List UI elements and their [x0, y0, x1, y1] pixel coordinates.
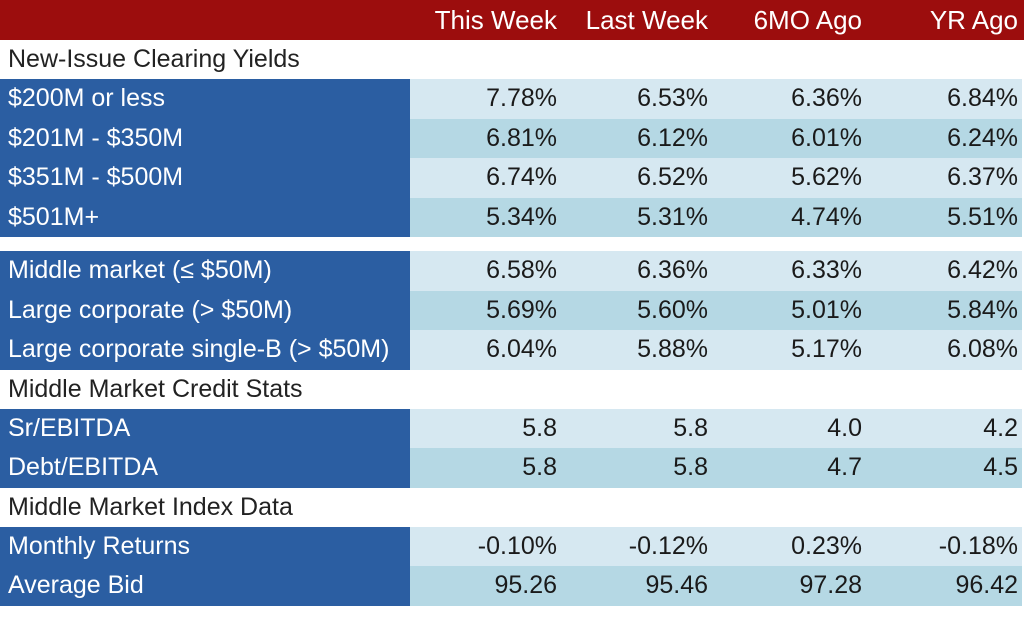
row-label: $501M+	[0, 197, 410, 237]
table-row: $351M - $500M 6.74% 6.52% 5.62% 6.37%	[0, 158, 1024, 198]
value-cell: 6.37%	[947, 163, 1018, 192]
row-label: $201M - $350M	[0, 118, 410, 158]
column-header-2: Last Week	[585, 4, 708, 35]
value-cell: 6.12%	[637, 123, 708, 152]
table-row: $201M - $350M 6.81% 6.12% 6.01% 6.24%	[0, 118, 1024, 158]
value-cell: 6.08%	[947, 335, 1018, 364]
value-cell: 5.60%	[637, 295, 708, 324]
value-cell: 6.04%	[486, 335, 557, 364]
value-cell: 5.8	[673, 413, 708, 442]
table-row: Average Bid 95.26 95.46 97.28 96.42	[0, 566, 1024, 606]
value-cell: 5.8	[522, 413, 557, 442]
value-cell: 4.0	[827, 413, 862, 442]
row-values: -0.10% -0.12% 0.23% -0.18%	[410, 526, 1022, 566]
section-title: Middle Market Credit Stats	[8, 374, 303, 403]
value-cell: -0.18%	[938, 531, 1018, 560]
value-cell: 96.42	[955, 571, 1018, 600]
header-corner-cell	[0, 0, 410, 40]
value-cell: 95.46	[645, 571, 708, 600]
row-values: 5.8 5.8 4.0 4.2	[410, 408, 1022, 448]
value-cell: 6.36%	[791, 84, 862, 113]
value-cell: -0.12%	[628, 531, 708, 560]
row-values: 5.34% 5.31% 4.74% 5.51%	[410, 197, 1022, 237]
row-values: 6.04% 5.88% 5.17% 6.08%	[410, 330, 1022, 370]
row-label: Monthly Returns	[0, 526, 410, 566]
value-cell: 5.84%	[947, 295, 1018, 324]
value-cell: 5.62%	[791, 163, 862, 192]
value-cell: 5.51%	[947, 202, 1018, 231]
row-label: Debt/EBITDA	[0, 448, 410, 488]
value-cell: 6.33%	[791, 256, 862, 285]
row-label: Average Bid	[0, 566, 410, 606]
value-cell: 6.01%	[791, 123, 862, 152]
table-row: $200M or less 7.78% 6.53% 6.36% 6.84%	[0, 79, 1024, 119]
section-title-row: Middle Market Index Data	[0, 487, 1024, 527]
section-title-row: Middle Market Credit Stats	[0, 369, 1024, 409]
row-values: 5.69% 5.60% 5.01% 5.84%	[410, 290, 1022, 330]
row-values: 7.78% 6.53% 6.36% 6.84%	[410, 79, 1022, 119]
table-row: $501M+ 5.34% 5.31% 4.74% 5.51%	[0, 197, 1024, 237]
value-cell: 5.01%	[791, 295, 862, 324]
value-cell: 4.7	[827, 453, 862, 482]
section-title: Middle Market Index Data	[8, 492, 293, 521]
table-row: Middle market (≤ $50M) 6.58% 6.36% 6.33% 6.4…	[0, 251, 1024, 291]
value-cell: 7.78%	[486, 84, 557, 113]
row-label: Large corporate (> $50M)	[0, 290, 410, 330]
column-header-1: This Week	[434, 4, 557, 35]
value-cell: -0.10%	[477, 531, 557, 560]
row-values: 6.58% 6.36% 6.33% 6.42%	[410, 251, 1022, 291]
row-values: 6.81% 6.12% 6.01% 6.24%	[410, 118, 1022, 158]
value-cell: 6.36%	[637, 256, 708, 285]
value-cell: 6.74%	[486, 163, 557, 192]
row-label: Large corporate single-B (> $50M)	[0, 330, 410, 370]
table-row: Sr/EBITDA 5.8 5.8 4.0 4.2	[0, 408, 1024, 448]
table-row: Large corporate (> $50M) 5.69% 5.60% 5.01% 5…	[0, 290, 1024, 330]
value-cell: 4.5	[983, 453, 1018, 482]
value-cell: 5.31%	[637, 202, 708, 231]
value-cell: 6.53%	[637, 84, 708, 113]
value-cell: 5.17%	[791, 335, 862, 364]
value-cell: 5.8	[673, 453, 708, 482]
value-cell: 95.26	[494, 571, 557, 600]
row-label: Middle market (≤ $50M)	[0, 251, 410, 291]
row-label: $351M - $500M	[0, 158, 410, 198]
table-row: Monthly Returns -0.10% -0.12% 0.23% -0.18%	[0, 526, 1024, 566]
value-cell: 5.88%	[637, 335, 708, 364]
row-label: $200M or less	[0, 79, 410, 119]
value-cell: 0.23%	[791, 531, 862, 560]
column-header-4: YR Ago	[929, 4, 1018, 35]
row-values: 95.26 95.46 97.28 96.42	[410, 566, 1022, 606]
row-label: Sr/EBITDA	[0, 408, 410, 448]
value-cell: 6.52%	[637, 163, 708, 192]
value-cell: 5.69%	[486, 295, 557, 324]
value-cell: 5.8	[522, 453, 557, 482]
section-title: New-Issue Clearing Yields	[8, 45, 300, 73]
section-title-row: New-Issue Clearing Yields	[0, 40, 1024, 79]
value-cell: 6.42%	[947, 256, 1018, 285]
value-cell: 6.24%	[947, 123, 1018, 152]
value-cell: 6.84%	[947, 84, 1018, 113]
row-values: 5.8 5.8 4.7 4.5	[410, 448, 1022, 488]
column-header-3: 6MO Ago	[753, 4, 862, 35]
value-cell: 5.34%	[486, 202, 557, 231]
value-cell: 97.28	[799, 571, 862, 600]
table-row: Debt/EBITDA 5.8 5.8 4.7 4.5	[0, 448, 1024, 488]
value-cell: 6.58%	[486, 256, 557, 285]
value-cell: 4.2	[983, 413, 1018, 442]
row-values: 6.74% 6.52% 5.62% 6.37%	[410, 158, 1022, 198]
table-header-row: This Week Last Week 6MO Ago YR Ago	[0, 0, 1024, 40]
value-cell: 4.74%	[791, 202, 862, 231]
value-cell: 6.81%	[486, 123, 557, 152]
table-row: Large corporate single-B (> $50M) 6.04% 5.…	[0, 330, 1024, 370]
